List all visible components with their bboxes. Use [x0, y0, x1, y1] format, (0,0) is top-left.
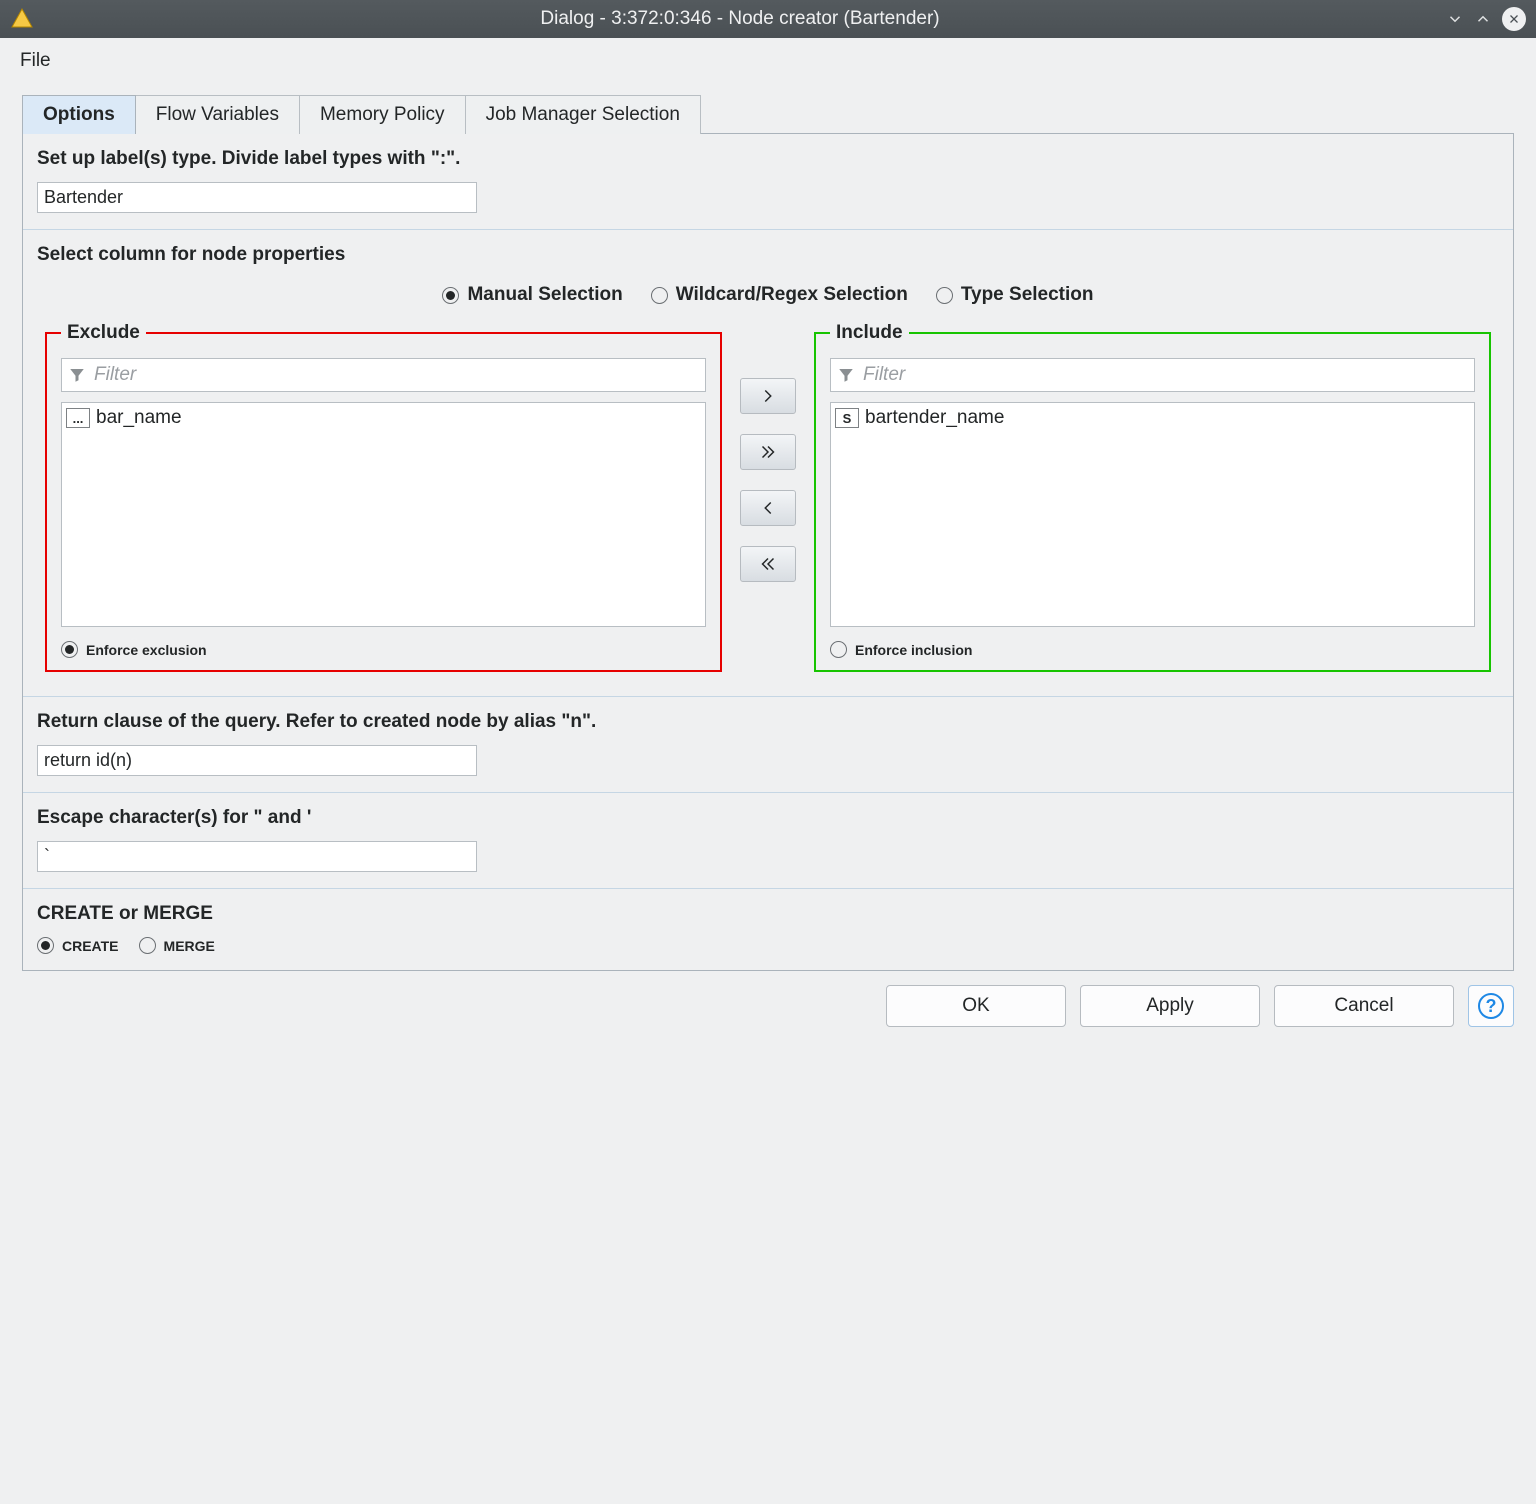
- radio-indicator-icon: [830, 641, 847, 658]
- escape-chars-input[interactable]: [37, 841, 477, 872]
- ok-button[interactable]: OK: [886, 985, 1066, 1027]
- list-item-label: bar_name: [96, 407, 182, 429]
- type-badge-icon: ...: [66, 408, 90, 428]
- include-legend: Include: [830, 322, 909, 344]
- exclude-legend: Exclude: [61, 322, 146, 344]
- move-right-button[interactable]: [740, 378, 796, 414]
- menu-file[interactable]: File: [12, 46, 59, 76]
- radio-create[interactable]: CREATE: [37, 937, 119, 954]
- enforce-inclusion-label: Enforce inclusion: [855, 642, 972, 658]
- type-badge-icon: S: [835, 408, 859, 428]
- help-icon: ?: [1478, 993, 1504, 1019]
- menubar: File: [0, 38, 1536, 84]
- tab-row: Options Flow Variables Memory Policy Job…: [22, 94, 1514, 133]
- radio-indicator-icon: [61, 641, 78, 658]
- radio-manual-selection[interactable]: Manual Selection: [442, 284, 622, 306]
- include-filter-input[interactable]: [830, 358, 1475, 392]
- label-type-input[interactable]: [37, 182, 477, 213]
- radio-enforce-exclusion[interactable]: Enforce exclusion: [61, 641, 706, 658]
- move-all-left-button[interactable]: [740, 546, 796, 582]
- window-title: Dialog - 3:372:0:346 - Node creator (Bar…: [34, 8, 1446, 30]
- selection-mode-group: Manual Selection Wildcard/Regex Selectio…: [37, 278, 1499, 322]
- radio-enforce-inclusion[interactable]: Enforce inclusion: [830, 641, 1475, 658]
- radio-indicator-icon: [139, 937, 156, 954]
- tab-flow-variables[interactable]: Flow Variables: [135, 95, 300, 134]
- list-item[interactable]: ... bar_name: [64, 405, 703, 431]
- escape-chars-heading: Escape character(s) for " and ': [37, 807, 1499, 829]
- return-clause-input[interactable]: [37, 745, 477, 776]
- tab-memory-policy[interactable]: Memory Policy: [299, 95, 466, 134]
- radio-manual-label: Manual Selection: [467, 284, 622, 306]
- tab-panel-options: Set up label(s) type. Divide label types…: [22, 133, 1514, 971]
- help-button[interactable]: ?: [1468, 985, 1514, 1027]
- merge-label: MERGE: [164, 938, 215, 954]
- cancel-button[interactable]: Cancel: [1274, 985, 1454, 1027]
- include-listbox[interactable]: S bartender_name: [830, 402, 1475, 627]
- dialog-window: Dialog - 3:372:0:346 - Node creator (Bar…: [0, 0, 1536, 1047]
- close-button[interactable]: [1502, 7, 1526, 31]
- section-create-merge: CREATE or MERGE CREATE MERGE: [23, 889, 1513, 970]
- move-all-right-button[interactable]: [740, 434, 796, 470]
- section-label-type: Set up label(s) type. Divide label types…: [23, 134, 1513, 230]
- minimize-icon[interactable]: [1446, 10, 1464, 28]
- section-return-clause: Return clause of the query. Refer to cre…: [23, 697, 1513, 793]
- radio-merge[interactable]: MERGE: [139, 937, 215, 954]
- move-left-button[interactable]: [740, 490, 796, 526]
- include-pane: Include S bartender_name: [814, 322, 1491, 672]
- radio-indicator-icon: [936, 287, 953, 304]
- titlebar: Dialog - 3:372:0:346 - Node creator (Bar…: [0, 0, 1536, 38]
- radio-indicator-icon: [37, 937, 54, 954]
- maximize-icon[interactable]: [1474, 10, 1492, 28]
- create-merge-heading: CREATE or MERGE: [37, 903, 1499, 925]
- exclude-listbox[interactable]: ... bar_name: [61, 402, 706, 627]
- dialog-buttons: OK Apply Cancel ?: [22, 971, 1514, 1031]
- enforce-exclusion-label: Enforce exclusion: [86, 642, 207, 658]
- tab-options[interactable]: Options: [22, 95, 136, 134]
- radio-type-label: Type Selection: [961, 284, 1094, 306]
- radio-wildcard-selection[interactable]: Wildcard/Regex Selection: [651, 284, 908, 306]
- create-label: CREATE: [62, 938, 119, 954]
- radio-indicator-icon: [651, 287, 668, 304]
- radio-type-selection[interactable]: Type Selection: [936, 284, 1094, 306]
- tab-job-manager[interactable]: Job Manager Selection: [465, 95, 701, 134]
- label-type-heading: Set up label(s) type. Divide label types…: [37, 148, 1499, 170]
- section-escape-chars: Escape character(s) for " and ': [23, 793, 1513, 889]
- filter-icon: [837, 366, 855, 384]
- section-column-selector: Select column for node properties Manual…: [23, 230, 1513, 697]
- apply-button[interactable]: Apply: [1080, 985, 1260, 1027]
- radio-wildcard-label: Wildcard/Regex Selection: [676, 284, 908, 306]
- column-selector-heading: Select column for node properties: [37, 244, 1499, 266]
- mover-buttons: [740, 322, 796, 672]
- return-clause-heading: Return clause of the query. Refer to cre…: [37, 711, 1499, 733]
- exclude-pane: Exclude ... bar_name: [45, 322, 722, 672]
- exclude-filter-input[interactable]: [61, 358, 706, 392]
- filter-icon: [68, 366, 86, 384]
- app-icon: [10, 7, 34, 31]
- radio-indicator-icon: [442, 287, 459, 304]
- list-item-label: bartender_name: [865, 407, 1004, 429]
- list-item[interactable]: S bartender_name: [833, 405, 1472, 431]
